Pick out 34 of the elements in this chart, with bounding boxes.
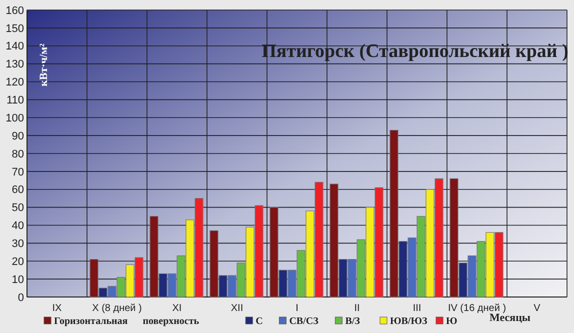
- y-tick-label: 130: [6, 58, 24, 71]
- y-tick-label: 80: [12, 148, 24, 160]
- y-axis-title: кВт·ч/м²: [38, 42, 50, 86]
- y-tick-label: 60: [12, 184, 24, 196]
- legend-label: Горизонтальная поверхность: [54, 316, 200, 327]
- x-tick-label: XII: [230, 303, 244, 314]
- legend-label: С: [256, 316, 263, 327]
- x-tick-label: III: [412, 303, 422, 314]
- y-tick-label: 140: [6, 40, 24, 53]
- x-tick-label: IX: [52, 303, 62, 314]
- x-tick-label: II: [354, 303, 360, 314]
- y-tick-label: 70: [12, 166, 24, 178]
- y-tick-label: 20: [12, 256, 24, 268]
- legend-label: ЮВ/ЮЗ: [390, 316, 428, 327]
- y-tick-label: 120: [6, 76, 24, 89]
- y-tick-label: 30: [12, 238, 24, 250]
- y-tick-label: 100: [6, 112, 24, 124]
- x-tick-label: V: [534, 303, 541, 314]
- x-tick-label: X (8 дней ): [92, 303, 142, 314]
- x-tick-label: IV (16 дней ): [448, 303, 506, 314]
- y-tick-label: 10: [12, 274, 24, 286]
- y-tick-label: 160: [6, 4, 24, 17]
- x-axis-title: Месяцы: [489, 312, 531, 324]
- y-tick-label: 150: [6, 22, 24, 35]
- y-tick-label: 110: [6, 94, 24, 107]
- y-tick-label: 50: [12, 202, 24, 214]
- legend-label: СВ/СЗ: [289, 316, 318, 327]
- y-tick-label: 0: [18, 292, 24, 304]
- y-tick-label: 90: [12, 130, 24, 142]
- legend-label: В/З: [345, 316, 360, 327]
- legend-label: Ю: [446, 316, 458, 327]
- y-tick-label: 40: [12, 220, 24, 232]
- x-tick-label: I: [296, 303, 298, 314]
- x-tick-label: XI: [172, 303, 182, 314]
